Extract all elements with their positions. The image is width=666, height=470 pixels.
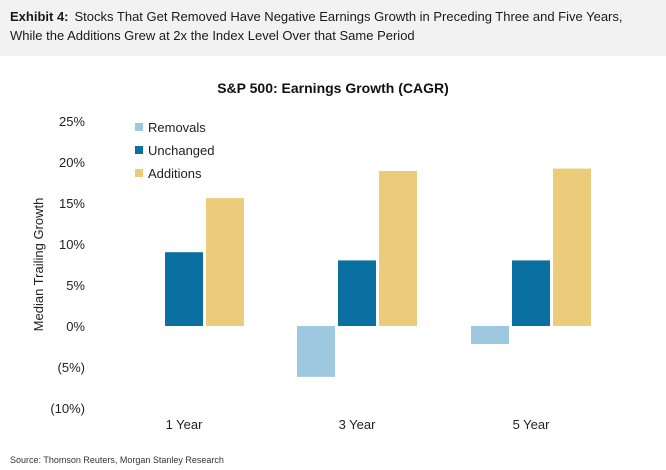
x-tick-label: 5 Year [513, 417, 551, 432]
legend-entry: Unchanged [148, 143, 215, 158]
legend-swatch [135, 123, 143, 131]
legend-entry: Removals [148, 120, 206, 135]
x-tick-label: 1 Year [166, 417, 204, 432]
exhibit-title-line2: While the Additions Grew at 2x the Index… [10, 28, 415, 43]
y-tick-label: 25% [59, 114, 85, 129]
exhibit-header: Exhibit 4: Stocks That Get Removed Have N… [0, 0, 666, 56]
y-tick-label: (10%) [50, 401, 85, 416]
legend-entry: Additions [148, 166, 202, 181]
exhibit-label: Exhibit 4: [10, 9, 69, 24]
x-tick-label: 3 Year [339, 417, 377, 432]
y-tick-label: 10% [59, 237, 85, 252]
y-tick-label: 20% [59, 155, 85, 170]
legend-swatch [135, 169, 143, 177]
bar-additions-1-year [206, 198, 244, 326]
y-tick-label: 15% [59, 196, 85, 211]
y-tick-label: 0% [66, 319, 85, 334]
bar-removals-5-year [471, 326, 509, 345]
source-note: Source: Thomson Reuters, Morgan Stanley … [10, 455, 224, 465]
y-tick-label: 5% [66, 278, 85, 293]
legend-swatch [135, 146, 143, 154]
exhibit-title-line1: Stocks That Get Removed Have Negative Ea… [74, 9, 623, 24]
y-axis-title: Median Trailing Growth [31, 198, 46, 332]
bar-removals-3-year [297, 326, 335, 377]
bar-unchanged-5-year [512, 260, 550, 326]
bar-additions-5-year [553, 168, 591, 326]
bar-unchanged-1-year [165, 252, 203, 326]
chart-title: S&P 500: Earnings Growth (CAGR) [217, 80, 449, 96]
bar-unchanged-3-year [338, 260, 376, 326]
y-tick-label: (5%) [58, 360, 85, 375]
bar-additions-3-year [379, 171, 417, 326]
